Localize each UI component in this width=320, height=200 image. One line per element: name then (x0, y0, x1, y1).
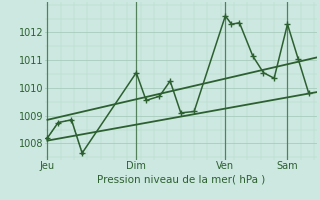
X-axis label: Pression niveau de la mer( hPa ): Pression niveau de la mer( hPa ) (97, 174, 265, 184)
